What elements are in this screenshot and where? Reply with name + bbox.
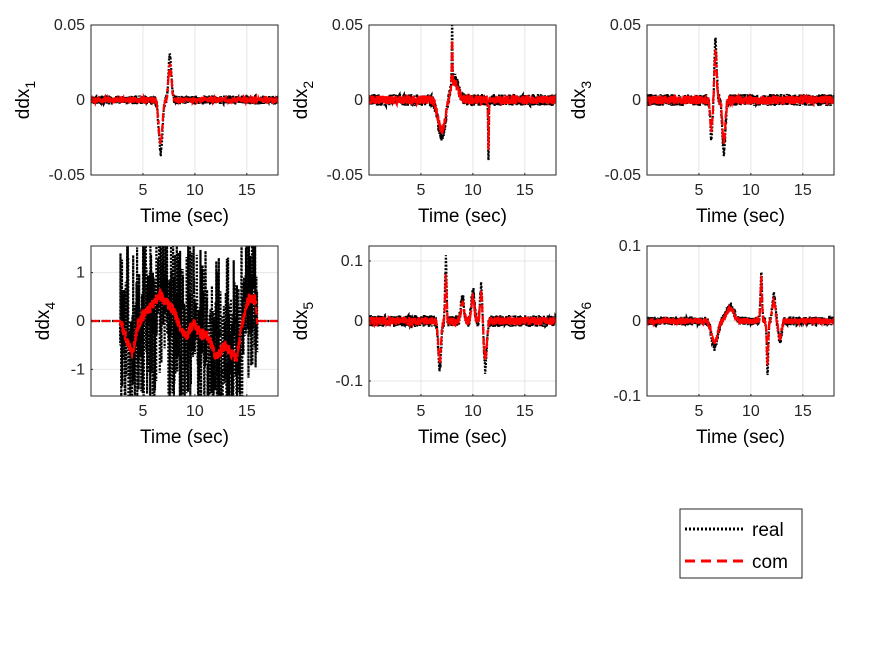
- subplot-1: 5 10 15 -0.05 0 0.05 Time (sec) ddx1: [13, 17, 279, 227]
- x-tick-label: 5: [138, 403, 147, 420]
- x-tick-label: 15: [516, 182, 534, 199]
- x-tick-label: 5: [694, 182, 703, 199]
- y-axis-label-main: ddx: [291, 309, 312, 340]
- y-axis-label-sub: 6: [578, 302, 594, 310]
- y-tick-label: -0.1: [613, 388, 641, 405]
- x-tick-label: 10: [186, 182, 204, 199]
- subplot-3: 5 10 15 -0.05 0 0.05 Time (sec) ddx3: [569, 17, 835, 227]
- y-tick-label: 0: [354, 92, 363, 109]
- y-tick-label: 0.1: [341, 253, 363, 270]
- x-axis-label: Time (sec): [140, 427, 229, 448]
- series-group: [647, 268, 834, 376]
- x-axis-label: Time (sec): [418, 427, 507, 448]
- series-com: [91, 62, 278, 145]
- series-com: [369, 40, 556, 151]
- legend-real-label: real: [752, 520, 784, 541]
- legend-box: [679, 508, 803, 579]
- y-tick-label: 1: [76, 265, 85, 282]
- x-axis-label: Time (sec): [418, 206, 507, 227]
- x-tick-label: 5: [694, 403, 703, 420]
- y-tick-label: 0: [632, 92, 641, 109]
- series-group: [369, 255, 556, 375]
- y-tick-label: 0: [354, 313, 363, 330]
- y-tick-label: 0: [632, 313, 641, 330]
- subplot-4: 5 10 15 -1 0 1 Time (sec) ddx4: [33, 245, 279, 448]
- y-axis-label-main: ddx: [569, 309, 590, 340]
- y-axis-label-main: ddx: [291, 88, 312, 119]
- x-tick-label: 10: [742, 403, 760, 420]
- y-tick-label: -0.1: [335, 373, 363, 390]
- series-com: [91, 287, 278, 362]
- series-group: [647, 37, 834, 157]
- y-tick-label: -0.05: [49, 167, 86, 184]
- y-axis-label-main: ddx: [33, 309, 54, 340]
- subplot-6: 5 10 15 -0.1 0 0.1 Time (sec) ddx6: [569, 238, 835, 448]
- x-tick-label: 10: [742, 182, 760, 199]
- y-axis-label-sub: 3: [578, 81, 594, 89]
- y-axis-label-sub: 5: [300, 302, 316, 310]
- y-axis-label-sub: 1: [22, 81, 38, 89]
- y-tick-label: 0.05: [332, 17, 363, 34]
- x-axis-label: Time (sec): [140, 206, 229, 227]
- subplot-2: 5 10 15 -0.05 0 0.05 Time (sec) ddx2: [291, 17, 557, 227]
- y-axis-label: ddx4: [33, 302, 58, 341]
- y-axis-label: ddx2: [291, 81, 316, 120]
- y-axis-label: ddx3: [569, 81, 594, 120]
- y-tick-label: 0.05: [54, 17, 85, 34]
- x-tick-label: 15: [794, 403, 812, 420]
- series-group: [91, 246, 278, 396]
- y-tick-label: 0: [76, 92, 85, 109]
- y-axis-label-sub: 2: [300, 81, 316, 89]
- legend-com-label: com: [752, 552, 788, 573]
- x-tick-label: 5: [138, 182, 147, 199]
- y-tick-label: 0.05: [610, 17, 641, 34]
- x-axis-label: Time (sec): [696, 427, 785, 448]
- series-com: [647, 49, 834, 144]
- x-tick-label: 15: [794, 182, 812, 199]
- y-tick-label: -0.05: [327, 167, 364, 184]
- x-tick-label: 5: [416, 403, 425, 420]
- x-tick-label: 15: [238, 182, 256, 199]
- y-tick-label: 0: [76, 313, 85, 330]
- x-tick-label: 5: [416, 182, 425, 199]
- y-axis-label-sub: 4: [42, 302, 58, 310]
- y-axis-label-main: ddx: [569, 88, 590, 119]
- x-tick-label: 15: [516, 403, 534, 420]
- x-tick-label: 10: [464, 403, 482, 420]
- x-tick-label: 15: [238, 403, 256, 420]
- x-tick-label: 10: [464, 182, 482, 199]
- y-axis-label: ddx1: [13, 81, 38, 120]
- x-axis-label: Time (sec): [696, 206, 785, 227]
- y-tick-label: -1: [71, 361, 85, 378]
- y-tick-label: -0.05: [605, 167, 642, 184]
- x-tick-label: 10: [186, 403, 204, 420]
- series-com: [369, 273, 556, 364]
- series-com: [647, 274, 834, 366]
- series-group: [369, 25, 556, 161]
- legend: real com: [679, 508, 803, 579]
- y-axis-label-main: ddx: [13, 88, 34, 119]
- series-real: [91, 246, 278, 396]
- series-group: [91, 53, 278, 157]
- y-tick-label: 0.1: [619, 238, 641, 255]
- y-axis-label: ddx5: [291, 302, 316, 341]
- y-axis-label: ddx6: [569, 302, 594, 341]
